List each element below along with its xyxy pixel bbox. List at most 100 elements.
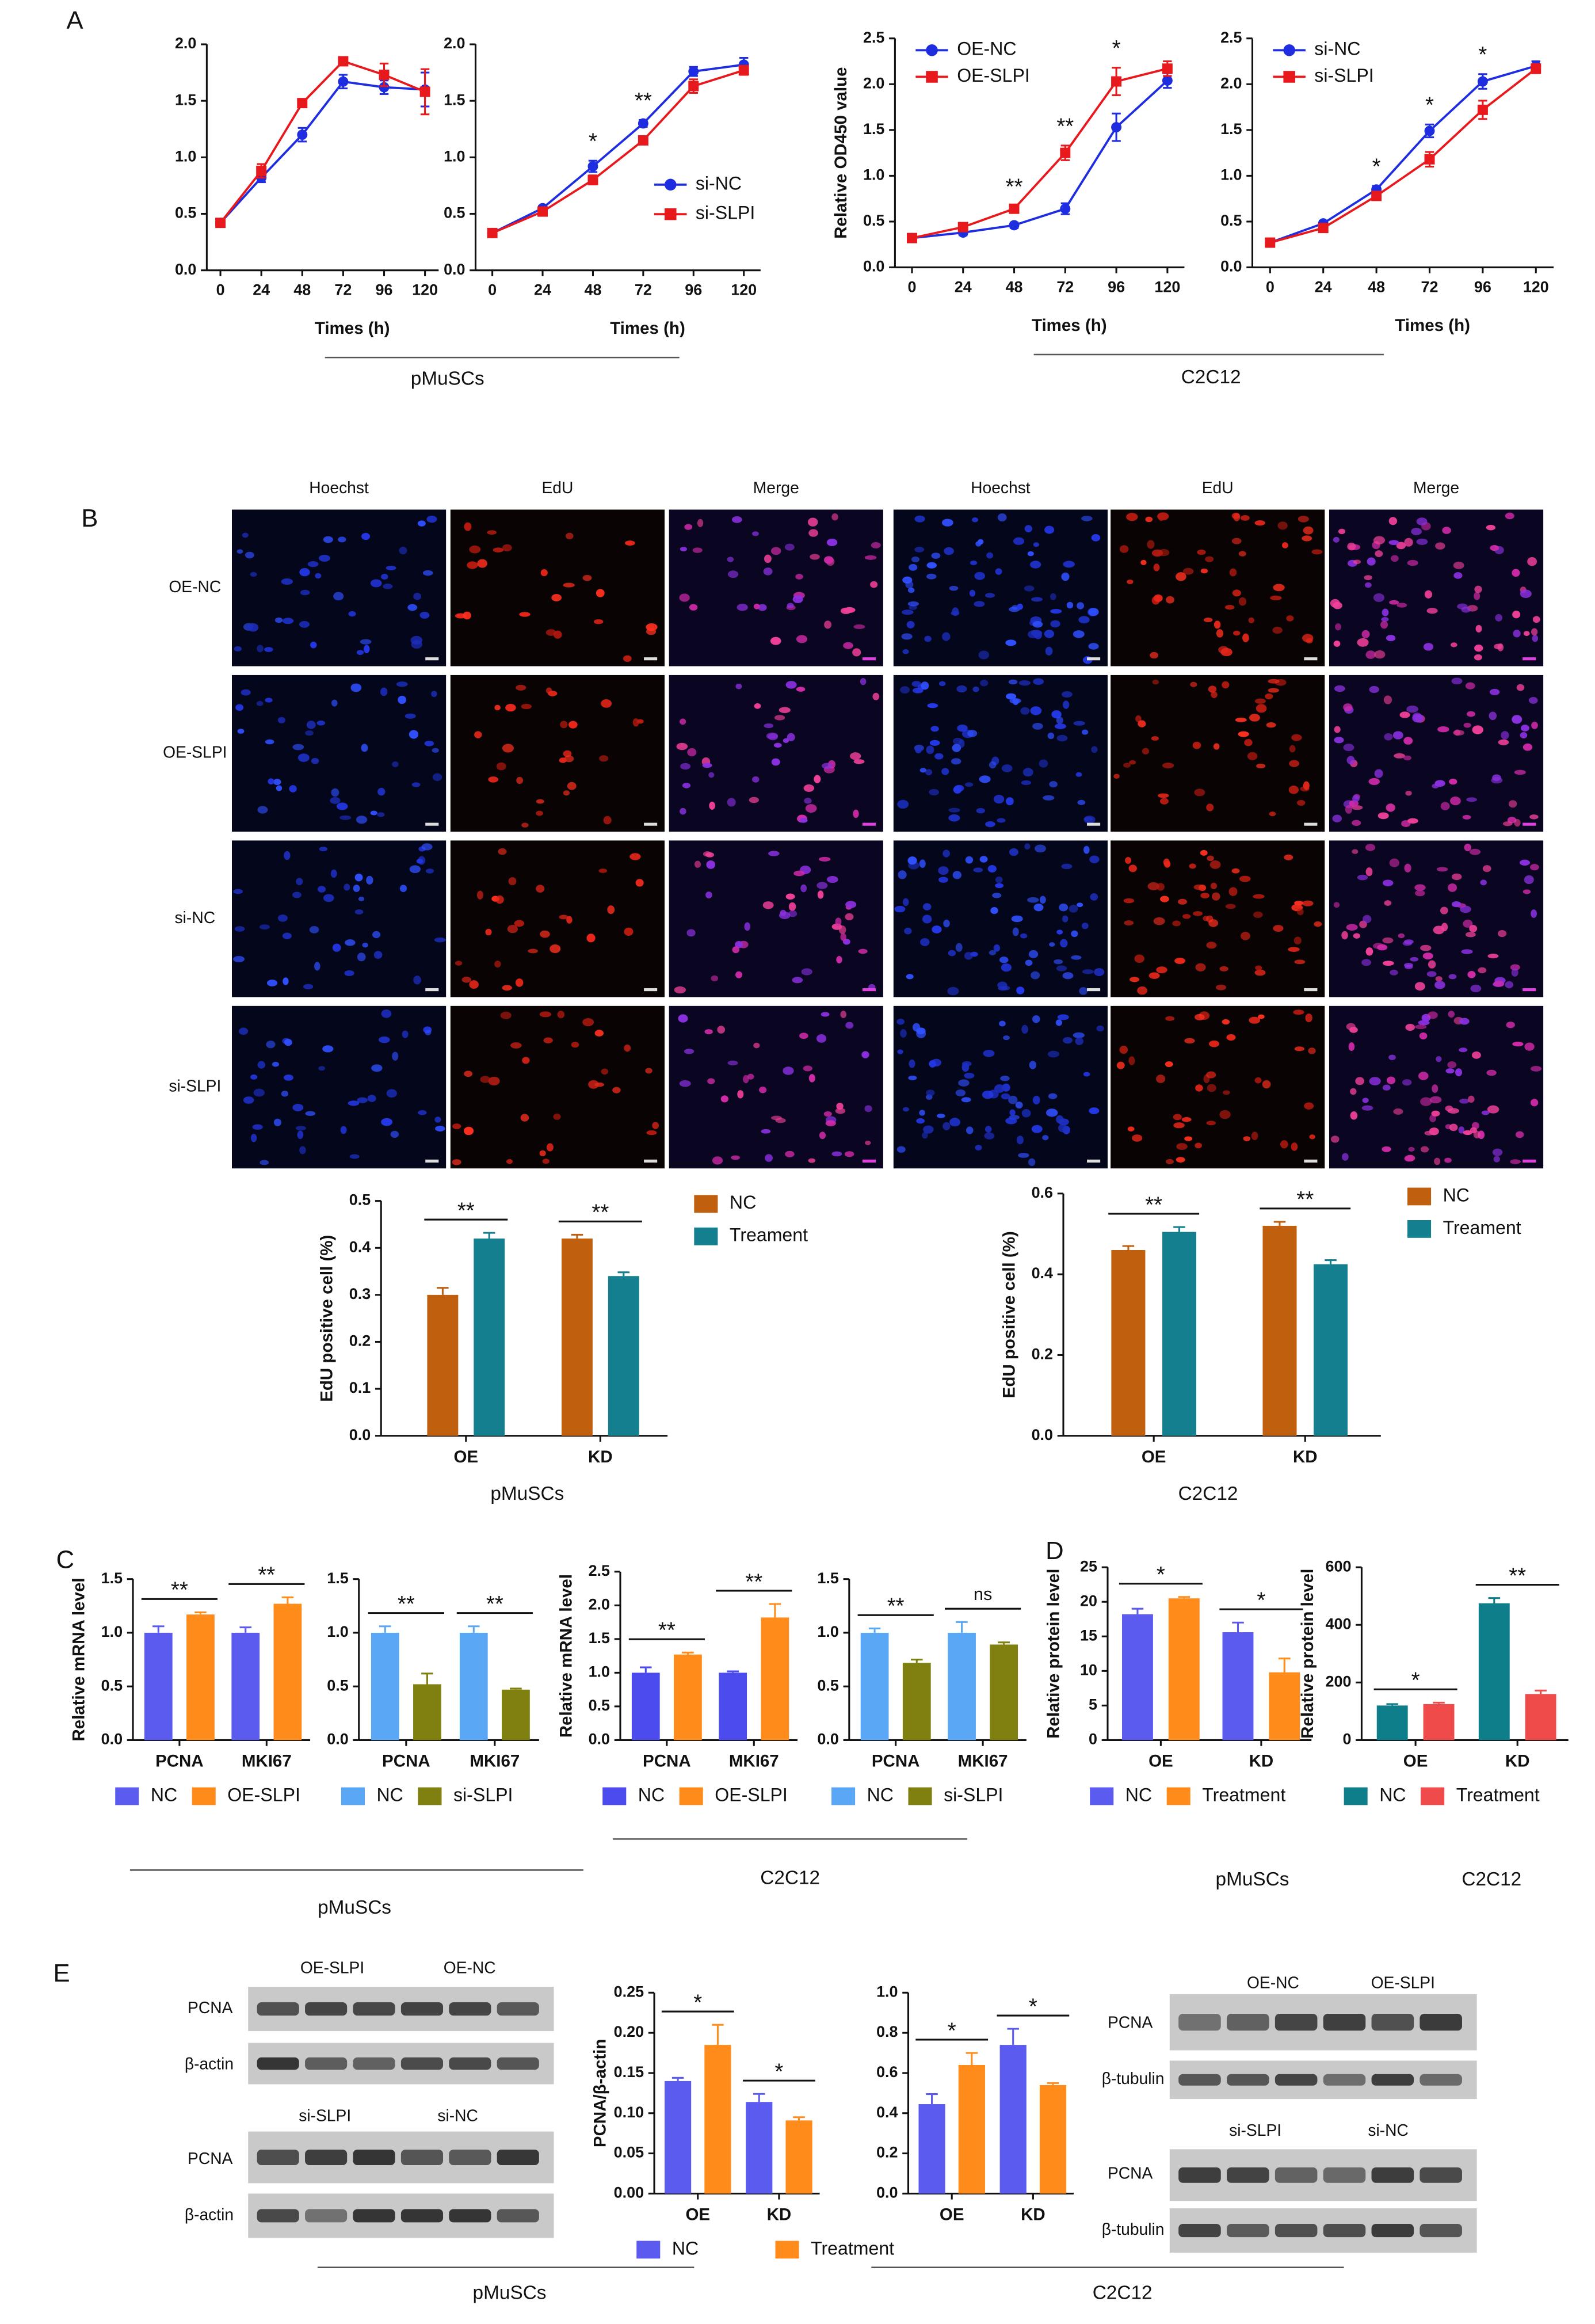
nucleus bbox=[695, 860, 701, 868]
nucleus bbox=[239, 1027, 249, 1035]
nucleus bbox=[539, 1150, 546, 1157]
nucleus bbox=[354, 873, 363, 882]
nucleus bbox=[1140, 559, 1147, 566]
blot-label: PCNA bbox=[188, 2149, 233, 2167]
x-tick-label: OE bbox=[453, 1447, 478, 1466]
nucleus bbox=[514, 920, 525, 927]
nucleus bbox=[1145, 516, 1153, 523]
nucleus bbox=[831, 513, 838, 521]
nucleus bbox=[316, 720, 326, 726]
nucleus bbox=[1333, 641, 1341, 647]
y-tick-label: 0.05 bbox=[614, 2144, 644, 2161]
nucleus bbox=[1082, 969, 1094, 974]
nucleus bbox=[488, 1076, 500, 1085]
x-tick-label: 48 bbox=[293, 281, 311, 299]
nucleus bbox=[266, 1041, 276, 1049]
nucleus bbox=[974, 601, 985, 607]
nucleus bbox=[635, 879, 644, 887]
nucleus bbox=[282, 932, 292, 939]
nucleus bbox=[257, 1061, 266, 1069]
nucleus bbox=[1463, 919, 1473, 928]
nucleus bbox=[1451, 901, 1462, 908]
y-tick-label: 2.5 bbox=[1220, 29, 1242, 46]
y-axis-label: Relative mRNA level bbox=[556, 1574, 575, 1738]
nucleus bbox=[1493, 980, 1505, 987]
nucleus bbox=[819, 856, 831, 862]
micrograph bbox=[1329, 1005, 1544, 1169]
nucleus bbox=[1206, 1121, 1216, 1126]
bar bbox=[608, 1276, 639, 1436]
nucleus bbox=[386, 565, 396, 570]
blot-band bbox=[400, 2057, 444, 2070]
nucleus bbox=[1532, 616, 1540, 623]
nucleus bbox=[1208, 919, 1219, 927]
nucleus bbox=[1262, 1080, 1271, 1089]
legend-label: si-SLPI bbox=[1314, 65, 1373, 86]
x-tick-label: MKI67 bbox=[729, 1752, 779, 1771]
nucleus bbox=[1384, 900, 1392, 906]
y-tick-label: 1.0 bbox=[175, 147, 196, 165]
bar bbox=[1262, 1225, 1297, 1436]
nucleus bbox=[1018, 1152, 1029, 1158]
nucleus bbox=[1530, 864, 1539, 871]
nucleus bbox=[1448, 883, 1457, 892]
y-tick-label: 0.0 bbox=[1032, 1426, 1053, 1443]
nucleus bbox=[234, 926, 245, 932]
nucleus bbox=[1333, 902, 1340, 908]
micrograph-bg bbox=[450, 1005, 665, 1169]
nucleus bbox=[1130, 977, 1140, 982]
nucleus bbox=[1148, 972, 1160, 979]
nucleus bbox=[744, 922, 751, 931]
nucleus bbox=[824, 620, 831, 629]
nucleus bbox=[330, 869, 337, 878]
x-tick-label: PCNA bbox=[643, 1752, 691, 1771]
legend-swatch bbox=[926, 44, 938, 56]
nucleus bbox=[1346, 1023, 1356, 1030]
nucleus bbox=[371, 1064, 383, 1072]
nucleus bbox=[306, 721, 316, 729]
nucleus bbox=[381, 1118, 393, 1126]
legend-label: NC bbox=[1443, 1184, 1470, 1205]
nucleus bbox=[452, 1159, 461, 1165]
nucleus bbox=[362, 942, 368, 948]
legend-swatch bbox=[665, 208, 677, 220]
scale-bar bbox=[1087, 822, 1101, 826]
nucleus bbox=[796, 635, 808, 643]
blot-band bbox=[1323, 2167, 1366, 2183]
nucleus bbox=[1423, 643, 1434, 651]
nucleus bbox=[1474, 654, 1482, 661]
nucleus bbox=[783, 1066, 794, 1075]
nucleus bbox=[956, 685, 967, 693]
nucleus bbox=[1431, 1110, 1440, 1117]
nucleus bbox=[1147, 540, 1155, 549]
y-tick-label: 0.0 bbox=[349, 1426, 371, 1443]
nucleus bbox=[1128, 1056, 1135, 1065]
nucleus bbox=[1034, 631, 1042, 639]
nucleus bbox=[1416, 517, 1428, 525]
y-tick-label: 0.2 bbox=[349, 1332, 371, 1350]
nucleus bbox=[679, 593, 690, 602]
x-tick-label: 96 bbox=[376, 281, 393, 299]
nucleus bbox=[796, 687, 806, 692]
nucleus bbox=[1013, 537, 1025, 545]
nucleus bbox=[419, 611, 430, 619]
nucleus bbox=[1362, 1098, 1369, 1103]
legend-swatch bbox=[775, 2241, 799, 2259]
nucleus bbox=[684, 1049, 695, 1054]
nucleus bbox=[603, 816, 612, 825]
panel-letter: B bbox=[81, 505, 98, 532]
bar bbox=[273, 1603, 302, 1740]
micrograph bbox=[231, 509, 447, 666]
nucleus bbox=[803, 784, 815, 792]
nucleus bbox=[1229, 568, 1237, 577]
nucleus bbox=[357, 1097, 368, 1103]
scale-bar bbox=[862, 1159, 876, 1163]
bar bbox=[999, 2045, 1027, 2194]
group-label: pMuSCs bbox=[1216, 1869, 1289, 1890]
nucleus bbox=[1091, 746, 1098, 753]
significance: ** bbox=[398, 1592, 415, 1617]
micrograph bbox=[893, 675, 1108, 832]
nucleus bbox=[1289, 745, 1296, 753]
blot bbox=[1169, 1994, 1477, 2051]
nucleus bbox=[1005, 693, 1017, 700]
